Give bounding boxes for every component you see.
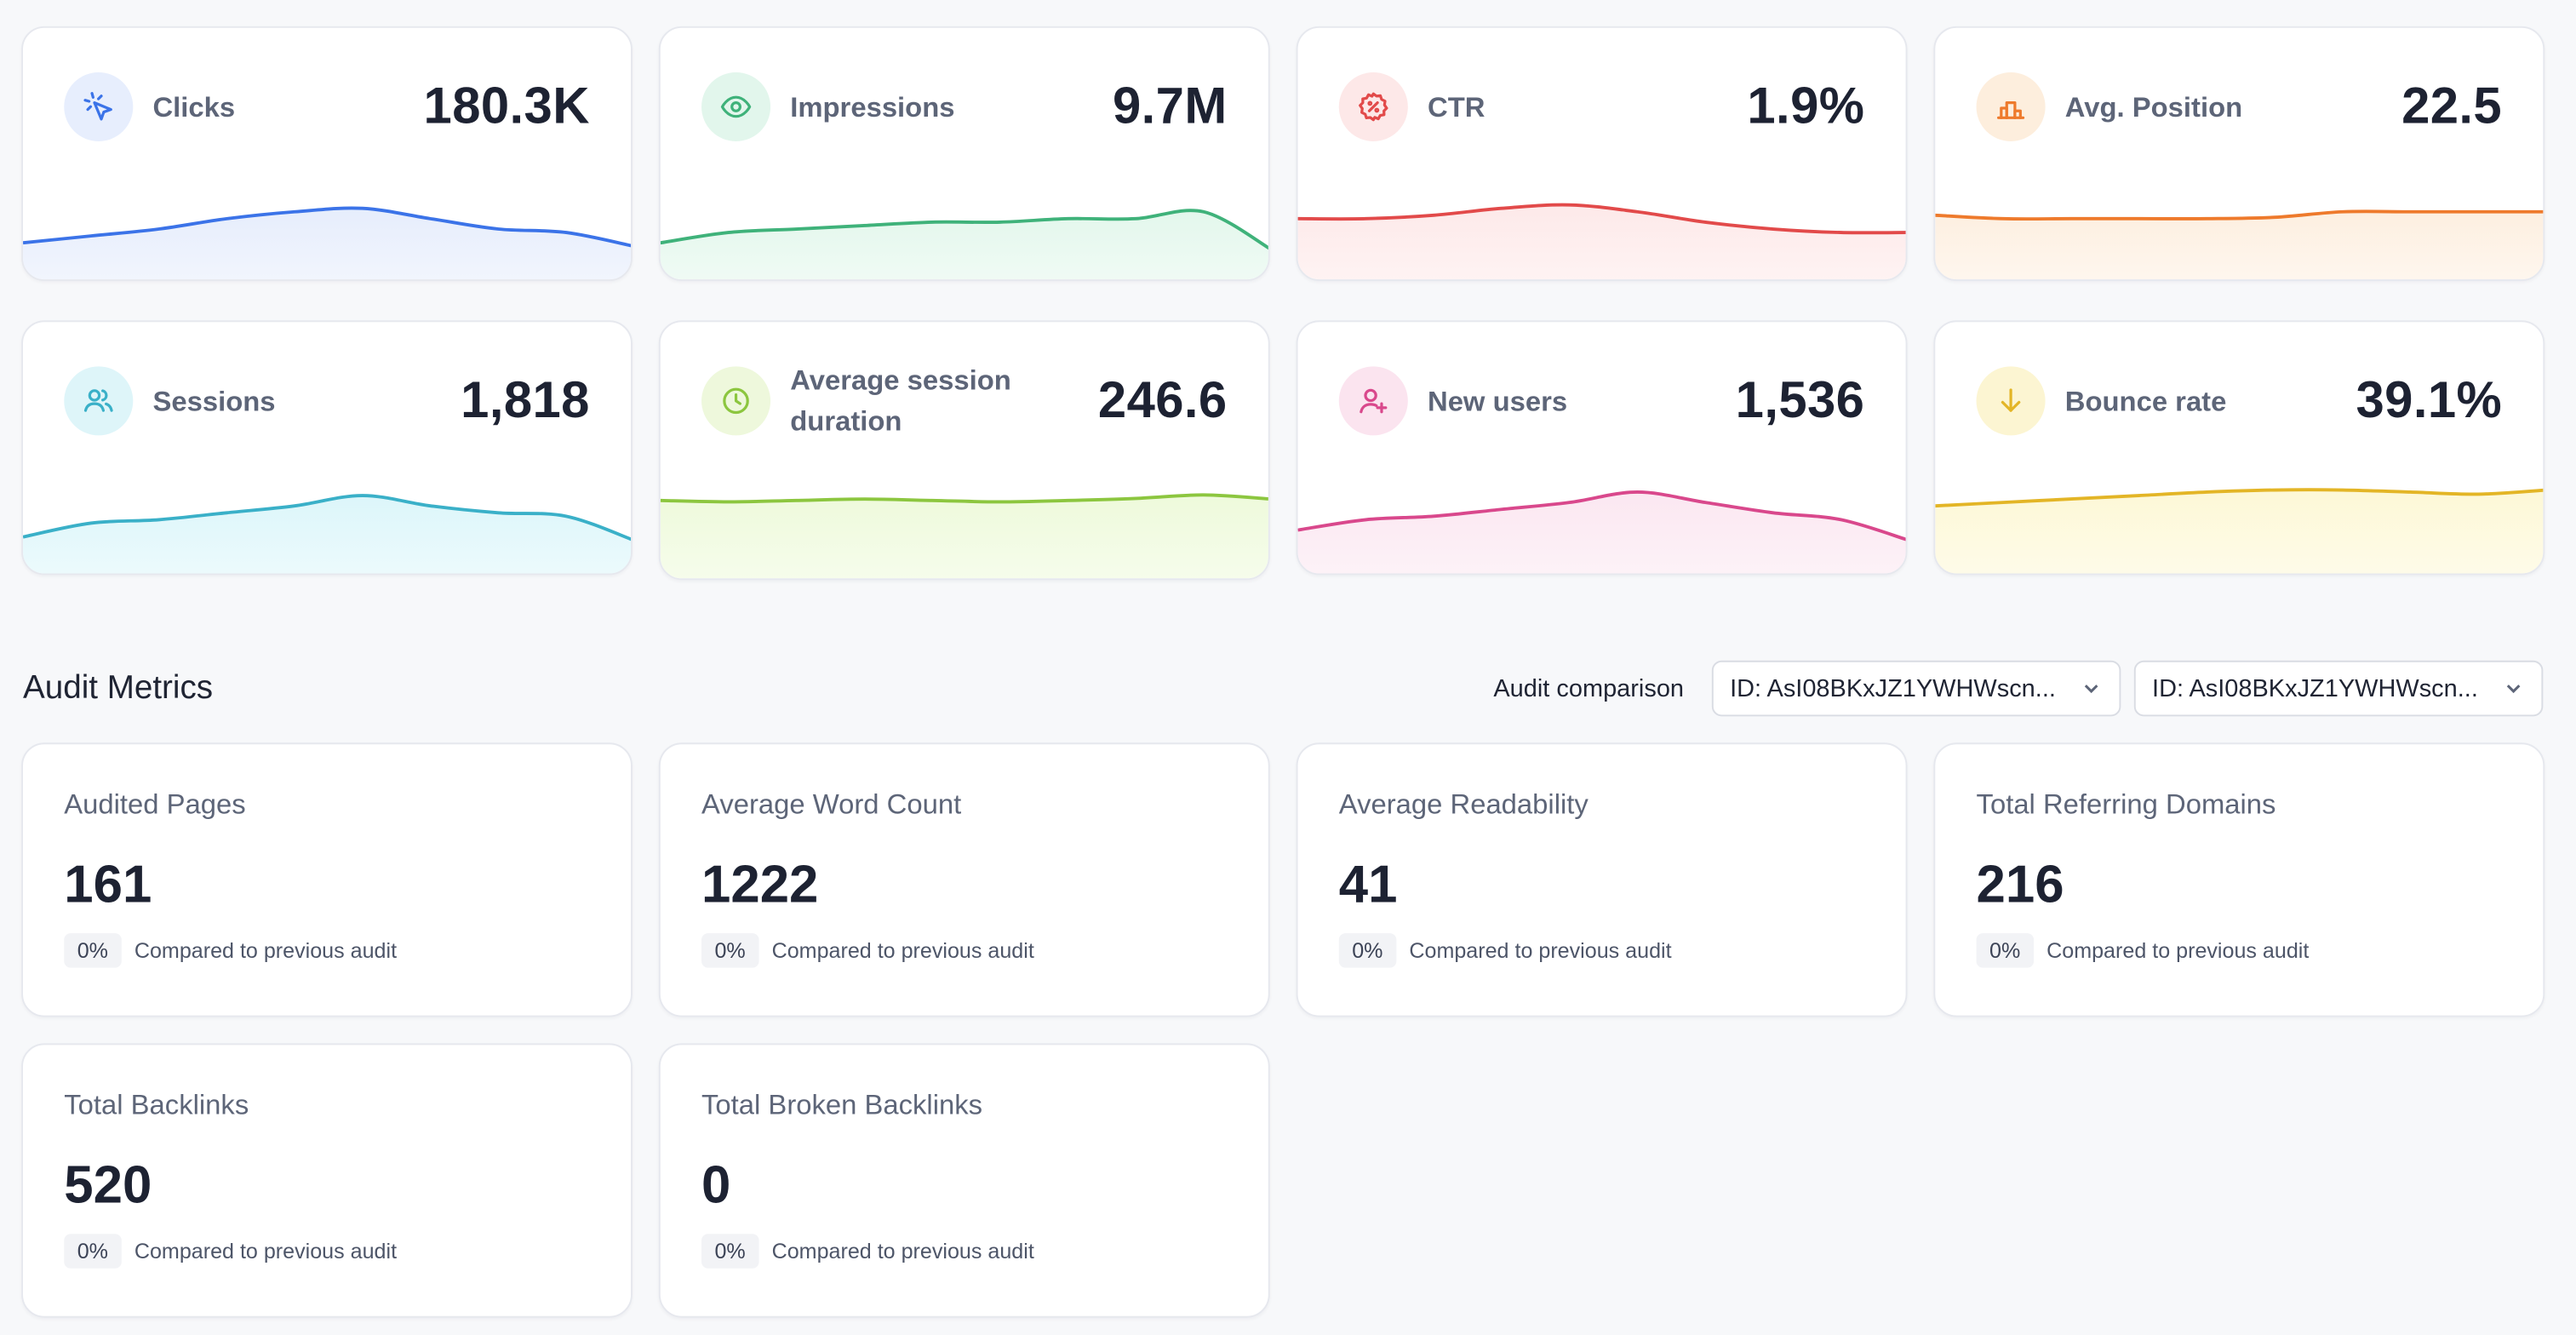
- audit-value: 1222: [701, 854, 819, 914]
- metric-label: CTR: [1427, 91, 1485, 123]
- metric-label: Impressions: [790, 91, 955, 123]
- sparkline-line: [1935, 488, 2544, 508]
- delta-badge: 0%: [1338, 933, 1396, 968]
- audit-label: Total Referring Domains: [1976, 788, 2276, 820]
- delta-badge: 0%: [1976, 933, 2034, 968]
- audit-foot-text: Compared to previous audit: [1409, 937, 1672, 963]
- metric-card-ctr[interactable]: CTR 1.9%: [1296, 26, 1908, 281]
- sparkline-area: [23, 208, 632, 280]
- audit-label: Average Readability: [1338, 788, 1589, 820]
- audit-value: 0: [701, 1155, 731, 1215]
- audit-foot-text: Compared to previous audit: [771, 937, 1034, 963]
- metric-value: 22.5: [2401, 77, 2503, 135]
- delta-badge: 0%: [701, 1234, 759, 1269]
- audit-foot-text: Compared to previous audit: [771, 1239, 1034, 1264]
- audit-card-referring-domains[interactable]: Total Referring Domains 216 0% Compared t…: [1933, 742, 2545, 1017]
- sparkline-area: [1297, 204, 1906, 280]
- select-value: ID: AsI08BKxJZ1YWHWscn...: [1730, 674, 2056, 702]
- metric-value: 180.3K: [423, 77, 590, 135]
- metric-value: 39.1%: [2356, 371, 2503, 429]
- audit-card-broken-backlinks[interactable]: Total Broken Backlinks 0 0% Compared to p…: [658, 1043, 1270, 1318]
- sparkline-line: [23, 494, 632, 541]
- metric-card-avg-position[interactable]: Avg. Position 22.5: [1933, 26, 2545, 281]
- arrow-down-icon: [1976, 366, 2046, 436]
- audit-card-avg-word-count[interactable]: Average Word Count 1222 0% Compared to pr…: [658, 742, 1270, 1017]
- select-value: ID: AsI08BKxJZ1YWHWscn...: [2152, 674, 2478, 702]
- metric-label: Clicks: [152, 91, 236, 123]
- delta-badge: 0%: [701, 933, 759, 968]
- audit-value: 216: [1976, 854, 2064, 914]
- audit-select-b[interactable]: ID: AsI08BKxJZ1YWHWscn...: [2133, 660, 2544, 717]
- sparkline: [660, 493, 1268, 579]
- sparkline: [1297, 203, 1906, 280]
- metric-card-new-users[interactable]: New users 1,536: [1296, 320, 1908, 576]
- sparkline-line: [1297, 203, 1906, 235]
- audit-value: 520: [64, 1155, 152, 1215]
- sparkline-line: [1935, 209, 2544, 221]
- sparkline-area: [1935, 211, 2544, 280]
- sparkline: [660, 209, 1268, 280]
- audit-value: 41: [1338, 854, 1398, 914]
- chevron-down-icon: [2084, 685, 2098, 694]
- delta-badge: 0%: [64, 933, 122, 968]
- sparkline: [1935, 488, 2544, 574]
- audit-label: Average Word Count: [701, 788, 962, 820]
- audit-card-avg-readability[interactable]: Average Readability 41 0% Compared to pre…: [1296, 742, 1908, 1017]
- sparkline: [1297, 490, 1906, 574]
- audit-foot-text: Compared to previous audit: [134, 937, 398, 963]
- metric-card-clicks[interactable]: Clicks 180.3K: [21, 26, 633, 281]
- chevron-down-icon: [2506, 685, 2521, 694]
- audit-select-a[interactable]: ID: AsI08BKxJZ1YWHWscn...: [1711, 660, 2121, 717]
- sparkline-line: [1297, 490, 1906, 541]
- sparkline: [1935, 209, 2544, 280]
- audit-section-header: Audit Metrics Audit comparison ID: AsI08…: [23, 660, 2544, 717]
- metric-value: 1,536: [1735, 371, 1865, 429]
- percent-badge-icon: [1338, 72, 1408, 141]
- user-plus-icon: [1338, 366, 1408, 436]
- audit-grid: Audited Pages 161 0% Compared to previous…: [21, 742, 2545, 1318]
- metric-card-bounce-rate[interactable]: Bounce rate 39.1%: [1933, 320, 2545, 576]
- sparkline-line: [660, 209, 1268, 250]
- sparkline-line: [23, 206, 632, 248]
- cursor-click-icon: [64, 72, 134, 141]
- audit-label: Total Broken Backlinks: [701, 1089, 983, 1121]
- audit-label: Total Backlinks: [64, 1089, 249, 1121]
- section-title: Audit Metrics: [23, 669, 214, 706]
- audit-card-total-backlinks[interactable]: Total Backlinks 520 0% Compared to previo…: [21, 1043, 633, 1318]
- metric-label: New users: [1427, 385, 1568, 417]
- audit-card-audited-pages[interactable]: Audited Pages 161 0% Compared to previous…: [21, 742, 633, 1017]
- sparkline-area: [1935, 490, 2544, 574]
- eye-icon: [701, 72, 771, 141]
- sparkline-area: [23, 496, 632, 574]
- metric-value: 9.7M: [1113, 77, 1228, 135]
- sparkline: [23, 206, 632, 280]
- delta-badge: 0%: [64, 1234, 122, 1269]
- metric-card-sessions[interactable]: Sessions 1,818: [21, 320, 633, 576]
- audit-comparison-label: Audit comparison: [1493, 674, 1685, 702]
- metric-label: Average session duration: [790, 364, 1011, 438]
- sparkline-area: [660, 495, 1268, 579]
- metric-grid: Clicks 180.3K Impressions 9.7M CTR 1.9%: [21, 26, 2545, 581]
- sparkline: [23, 494, 632, 574]
- sparkline-area: [1297, 491, 1906, 574]
- podium-icon: [1976, 72, 2046, 141]
- sparkline-area: [660, 210, 1268, 280]
- metric-value: 246.6: [1097, 371, 1228, 429]
- metric-card-avg-session-duration[interactable]: Average session duration 246.6: [658, 320, 1270, 581]
- audit-foot-text: Compared to previous audit: [2046, 937, 2310, 963]
- metric-card-impressions[interactable]: Impressions 9.7M: [658, 26, 1270, 281]
- audit-label: Audited Pages: [64, 788, 246, 820]
- metric-label: Avg. Position: [2064, 91, 2243, 123]
- clock-icon: [701, 366, 771, 436]
- audit-value: 161: [64, 854, 152, 914]
- audit-foot-text: Compared to previous audit: [134, 1239, 398, 1264]
- users-icon: [64, 366, 134, 436]
- metric-label: Sessions: [152, 385, 276, 417]
- metric-value: 1.9%: [1747, 77, 1865, 135]
- sparkline-line: [660, 493, 1268, 504]
- metric-value: 1,818: [461, 371, 590, 429]
- metric-label: Bounce rate: [2064, 385, 2227, 417]
